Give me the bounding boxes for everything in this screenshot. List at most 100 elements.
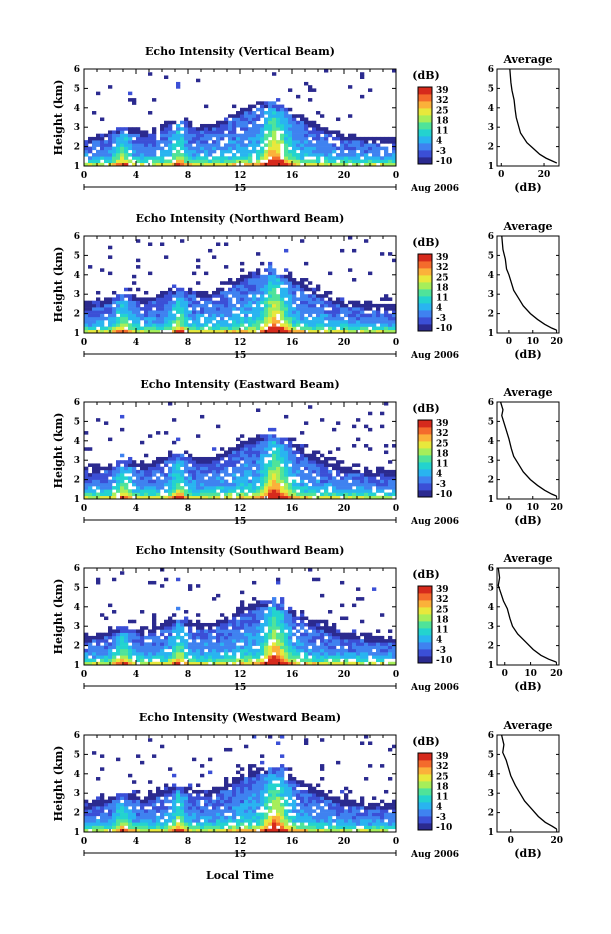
x-tick-label: 8: [185, 504, 191, 514]
colorbar-segment: [418, 649, 432, 656]
x-tick-label: 12: [234, 171, 247, 181]
avg-y-tick-label: 2: [488, 642, 494, 652]
colorbar-tick-label: 18: [436, 449, 449, 459]
avg-y-tick-label: 1: [488, 329, 494, 339]
colorbar-tick-label: -3: [436, 646, 446, 656]
colorbar-unit: (dB): [412, 568, 439, 581]
date-label: 15: [234, 351, 247, 361]
colorbar-segment: [418, 760, 432, 767]
x-tick-label: 4: [133, 837, 139, 847]
avg-x-tick-label: 0: [508, 836, 514, 846]
avg-y-tick-label: 3: [488, 622, 494, 632]
y-tick-label: 3: [74, 290, 80, 300]
colorbar-tick-label: 32: [436, 595, 449, 605]
y-tick-label: 2: [74, 310, 80, 320]
x-tick-label: 0: [81, 837, 87, 847]
date-suffix: Aug 2006: [410, 517, 459, 527]
avg-y-tick-label: 6: [488, 731, 494, 741]
avg-x-tick-label: 0: [502, 669, 508, 679]
x-tick-label: 4: [133, 171, 139, 181]
y-tick-label: 3: [74, 622, 80, 632]
colorbar-segment: [418, 108, 432, 115]
average-frame: [497, 402, 559, 499]
colorbar-segment: [418, 476, 432, 483]
colorbar-tick-label: 25: [436, 439, 449, 449]
avg-x-tick-label: 20: [550, 337, 563, 347]
x-axis-label-local-time: Local Time: [206, 869, 274, 882]
colorbar-tick-label: -3: [436, 314, 446, 324]
colorbar-tick-label: 18: [436, 116, 449, 126]
colorbar-segment: [418, 136, 432, 143]
colorbar-segment: [418, 788, 432, 795]
avg-y-tick-label: 4: [488, 603, 494, 613]
y-tick-label: 6: [74, 564, 80, 574]
colorbar-tick-label: 11: [436, 294, 449, 304]
colorbar-unit: (dB): [412, 69, 439, 82]
avg-x-label: (dB): [514, 181, 541, 194]
y-tick-label: 2: [74, 476, 80, 486]
y-tick-label: 4: [74, 104, 80, 114]
avg-y-tick-label: 3: [488, 789, 494, 799]
colorbar-segment: [418, 143, 432, 150]
colorbar-segment: [418, 310, 432, 317]
x-tick-label: 16: [286, 837, 299, 847]
colorbar-tick-label: -10: [436, 157, 452, 167]
colorbar-tick-label: 18: [436, 782, 449, 792]
y-tick-label: 1: [74, 495, 80, 505]
colorbar-tick-label: 18: [436, 615, 449, 625]
colorbar-segment: [418, 122, 432, 129]
x-tick-label: 20: [338, 338, 351, 348]
y-axis-label: Height (km): [52, 746, 65, 822]
avg-y-tick-label: 6: [488, 398, 494, 408]
colorbar-segment: [418, 455, 432, 462]
colorbar-segment: [418, 282, 432, 289]
colorbar-tick-label: -10: [436, 490, 452, 500]
y-tick-label: 5: [74, 251, 80, 261]
x-tick-label: 0: [393, 504, 399, 514]
date-suffix: Aug 2006: [410, 850, 459, 860]
colorbar-tick-label: -10: [436, 656, 452, 666]
avg-y-tick-label: 4: [488, 437, 494, 447]
colorbar-tick-label: 11: [436, 460, 449, 470]
colorbar-tick-label: 4: [436, 470, 442, 480]
colorbar-tick-label: -3: [436, 480, 446, 490]
colorbar-tick-label: 4: [436, 636, 442, 646]
x-tick-label: 0: [81, 670, 87, 680]
colorbar-segment: [418, 303, 432, 310]
x-tick-label: 16: [286, 171, 299, 181]
avg-y-tick-label: 5: [488, 84, 494, 94]
average-frame: [497, 69, 559, 166]
avg-y-tick-label: 3: [488, 456, 494, 466]
colorbar-segment: [418, 157, 432, 164]
y-tick-label: 1: [74, 162, 80, 172]
avg-y-tick-label: 4: [488, 271, 494, 281]
panel-title: Echo Intensity (Westward Beam): [139, 711, 341, 724]
colorbar-segment: [418, 642, 432, 649]
y-axis-label: Height (km): [52, 413, 65, 489]
heatmap-panel-1: Echo Intensity (Vertical Beam)123456Heig…: [52, 45, 559, 194]
colorbar-tick-label: -3: [436, 813, 446, 823]
colorbar-segment: [418, 101, 432, 108]
colorbar-segment: [418, 656, 432, 663]
colorbar-tick-label: -3: [436, 147, 446, 157]
colorbar-segment: [418, 628, 432, 635]
colorbar-segment: [418, 261, 432, 268]
x-tick-label: 8: [185, 171, 191, 181]
colorbar-segment: [418, 441, 432, 448]
colorbar-tick-label: 39: [436, 86, 449, 96]
colorbar-segment: [418, 795, 432, 802]
colorbar-tick-label: 32: [436, 429, 449, 439]
colorbar-tick-label: 11: [436, 793, 449, 803]
avg-y-tick-label: 4: [488, 770, 494, 780]
colorbar-segment: [418, 607, 432, 614]
x-tick-label: 0: [393, 837, 399, 847]
avg-y-tick-label: 1: [488, 661, 494, 671]
colorbar-tick-label: 39: [436, 419, 449, 429]
colorbar-tick-label: 4: [436, 304, 442, 314]
average-profile-line: [502, 236, 557, 330]
average-title: Average: [502, 220, 552, 233]
colorbar-segment: [418, 802, 432, 809]
date-suffix: Aug 2006: [410, 683, 459, 693]
avg-x-tick-label: 20: [550, 669, 563, 679]
